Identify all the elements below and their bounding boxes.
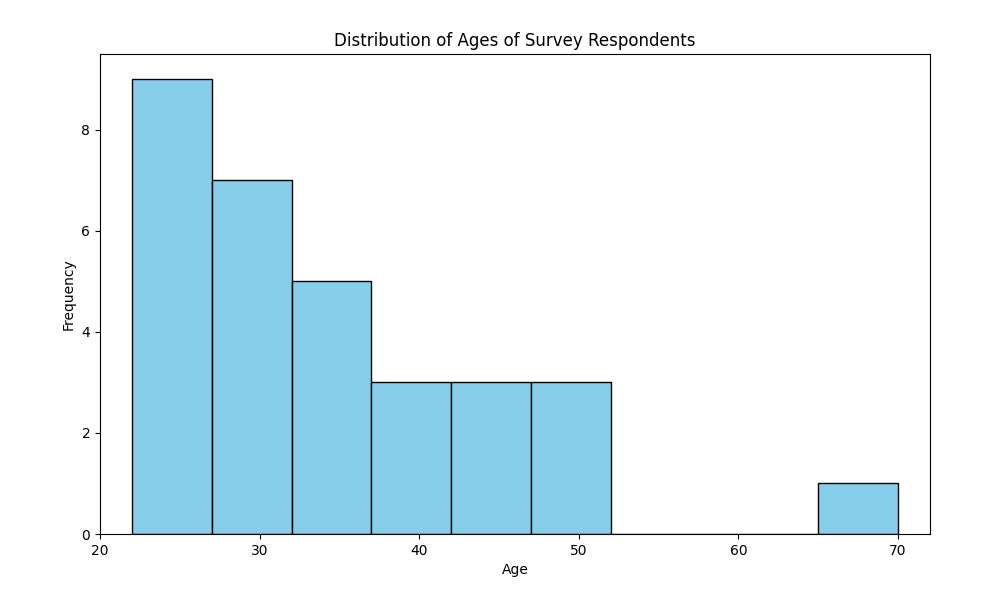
Bar [132, 79, 212, 534]
Y-axis label: Frequency: Frequency [62, 258, 76, 330]
Title: Distribution of Ages of Survey Respondents: Distribution of Ages of Survey Responden… [334, 32, 696, 50]
Bar [531, 382, 611, 534]
Bar [818, 484, 898, 534]
Bar [212, 181, 292, 534]
X-axis label: Age: Age [502, 563, 528, 577]
Bar [292, 281, 371, 534]
Bar [371, 382, 451, 534]
Bar [451, 382, 531, 534]
